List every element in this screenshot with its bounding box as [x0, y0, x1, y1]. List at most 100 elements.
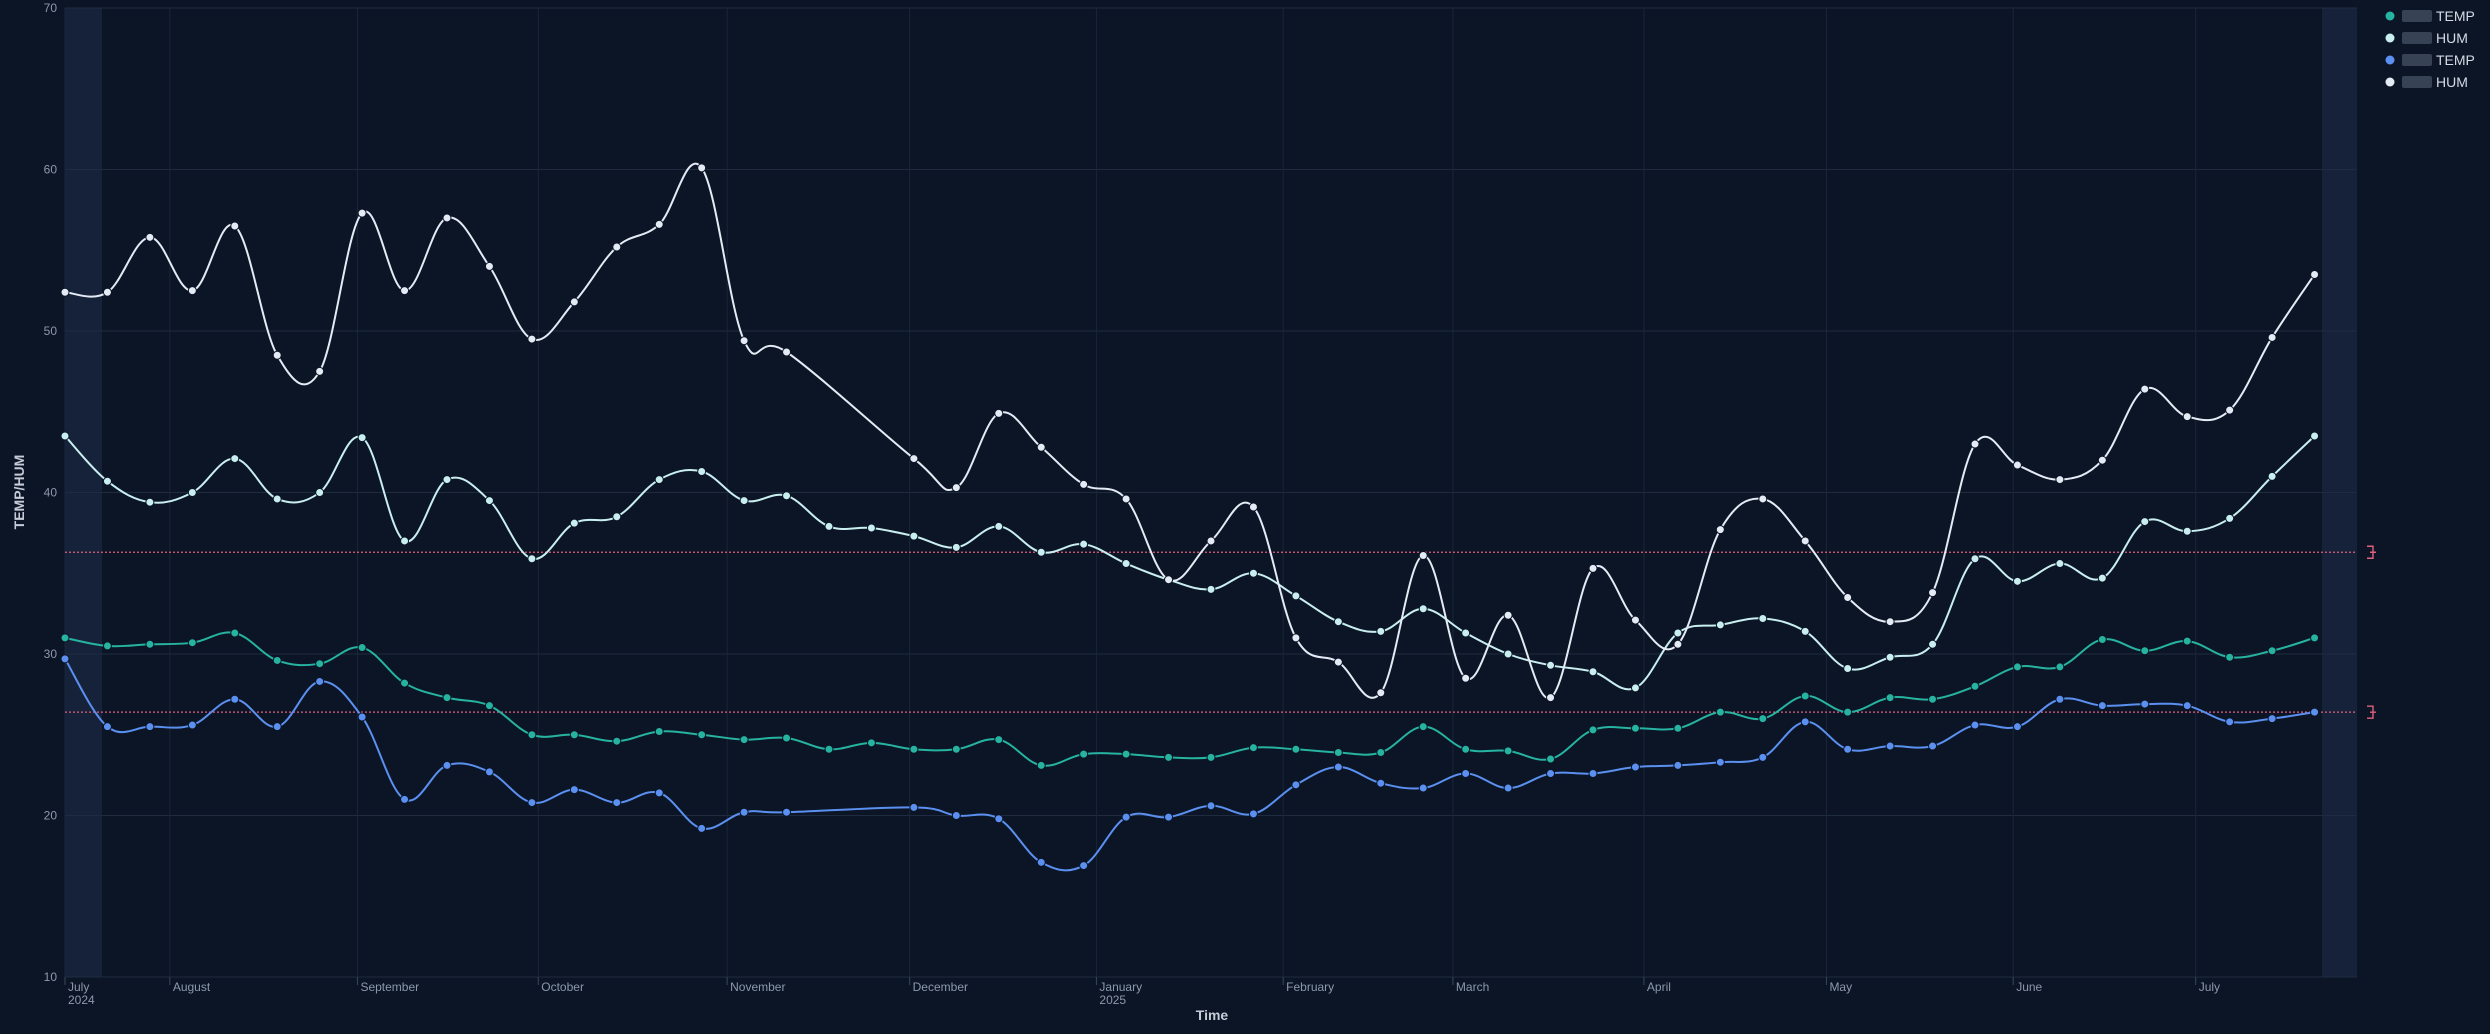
data-point	[1673, 760, 1683, 770]
data-point	[187, 638, 197, 648]
data-point	[145, 639, 155, 649]
data-point	[1715, 707, 1725, 717]
data-point	[60, 431, 70, 441]
data-point	[187, 286, 197, 296]
data-point	[1885, 741, 1895, 751]
data-point	[1800, 717, 1810, 727]
data-point	[2310, 431, 2320, 441]
data-point	[1588, 725, 1598, 735]
data-point	[1928, 639, 1938, 649]
data-point	[697, 730, 707, 740]
data-point	[1673, 639, 1683, 649]
threshold-marker	[2367, 545, 2376, 559]
data-point	[2182, 636, 2192, 646]
data-point	[2310, 269, 2320, 279]
data-point	[1036, 442, 1046, 452]
data-point	[1588, 667, 1598, 677]
data-point	[2225, 652, 2235, 662]
data-point	[951, 542, 961, 552]
legend-label: TEMP	[2436, 8, 2475, 24]
data-point	[1376, 778, 1386, 788]
data-point	[1164, 752, 1174, 762]
data-point	[1418, 722, 1428, 732]
data-point	[1800, 626, 1810, 636]
data-point	[1333, 748, 1343, 758]
data-point	[654, 219, 664, 229]
legend-marker	[2385, 11, 2395, 21]
data-point	[527, 554, 537, 564]
data-point	[1164, 575, 1174, 585]
data-point	[1843, 707, 1853, 717]
data-point	[2140, 646, 2150, 656]
data-point	[102, 476, 112, 486]
data-point	[1970, 720, 1980, 730]
data-point	[272, 655, 282, 665]
data-point	[187, 488, 197, 497]
data-point	[484, 701, 494, 711]
data-point	[1206, 584, 1216, 594]
data-point	[909, 802, 919, 812]
data-point	[1800, 691, 1810, 701]
data-point	[1715, 525, 1725, 535]
data-point	[1630, 762, 1640, 772]
data-point	[1121, 559, 1131, 569]
data-point	[612, 512, 622, 522]
data-point	[230, 694, 240, 704]
y-tick-label: 10	[44, 970, 58, 984]
x-tick-label: November	[730, 980, 785, 994]
data-point	[1461, 769, 1471, 779]
legend-redacted	[2402, 76, 2432, 88]
data-point	[1461, 673, 1471, 683]
data-point	[1206, 536, 1216, 546]
data-point	[484, 767, 494, 777]
x-tick-sublabel: 2024	[68, 993, 95, 1007]
data-point	[951, 744, 961, 754]
data-point	[951, 483, 961, 493]
data-point	[654, 727, 664, 737]
data-point	[1715, 620, 1725, 630]
data-point	[994, 814, 1004, 824]
x-tick-sublabel: 2025	[1099, 993, 1126, 1007]
data-point	[1758, 613, 1768, 623]
x-tick-label: June	[2016, 980, 2042, 994]
data-point	[2012, 460, 2022, 470]
data-point	[1503, 649, 1513, 659]
data-point	[1291, 744, 1301, 754]
data-point	[1376, 688, 1386, 698]
data-point	[145, 722, 155, 732]
data-point	[2097, 455, 2107, 465]
data-point	[145, 232, 155, 242]
data-point	[1376, 748, 1386, 758]
data-point	[866, 523, 876, 533]
data-point	[1970, 681, 1980, 691]
x-tick-label: May	[1829, 980, 1852, 994]
data-point	[1843, 744, 1853, 754]
data-point	[2097, 573, 2107, 583]
data-point	[569, 730, 579, 740]
data-point	[1673, 723, 1683, 733]
data-point	[1248, 502, 1258, 512]
data-point	[1036, 547, 1046, 557]
data-point	[2140, 517, 2150, 527]
data-point	[484, 496, 494, 506]
data-point	[612, 242, 622, 252]
legend-marker	[2385, 55, 2395, 65]
y-axis-label: TEMP/HUM	[11, 455, 27, 530]
y-tick-label: 30	[44, 647, 58, 661]
data-point	[400, 794, 410, 804]
data-point	[187, 720, 197, 730]
data-point	[2310, 707, 2320, 717]
data-point	[1206, 752, 1216, 762]
data-point	[1758, 494, 1768, 504]
x-tick-label: August	[173, 980, 211, 994]
data-point	[1333, 617, 1343, 627]
data-point	[1970, 439, 1980, 449]
x-tick-label: October	[541, 980, 584, 994]
data-point	[2182, 412, 2192, 422]
data-point	[527, 334, 537, 344]
data-point	[1546, 754, 1556, 764]
data-point	[1928, 694, 1938, 704]
data-point	[1248, 743, 1258, 753]
